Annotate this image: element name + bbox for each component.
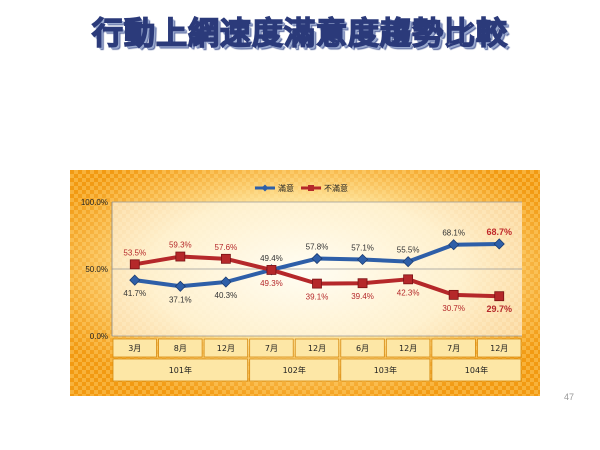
month-label: 12月 xyxy=(308,344,326,353)
data-label: 57.8% xyxy=(306,243,329,252)
data-point xyxy=(311,252,323,265)
data-point xyxy=(174,280,186,292)
data-point xyxy=(402,256,414,268)
data-label: 57.1% xyxy=(351,243,374,252)
y-tick-label: 0.0% xyxy=(90,332,108,341)
data-label: 42.3% xyxy=(397,288,420,297)
data-point xyxy=(129,259,140,270)
data-point xyxy=(448,289,459,300)
data-point xyxy=(493,238,505,250)
data-point xyxy=(403,274,414,285)
legend-label: 不滿意 xyxy=(324,183,348,193)
data-label: 68.7% xyxy=(486,227,512,237)
month-label: 7月 xyxy=(265,344,278,353)
y-tick-label: 50.0% xyxy=(85,265,108,274)
data-label: 29.7% xyxy=(486,304,512,314)
slide-title: 行動上網速度滿意度趨勢比較 xyxy=(91,15,508,52)
month-label: 12月 xyxy=(490,344,508,353)
month-label: 12月 xyxy=(217,344,235,353)
data-label: 39.4% xyxy=(351,292,374,301)
data-point xyxy=(312,278,322,289)
data-label: 40.3% xyxy=(215,291,238,300)
chart-panel: 0.0% 50.0% 100.0% 41.7% 37.1% 40.3% 49.4% 57.8… xyxy=(70,170,540,396)
year-cell xyxy=(431,358,522,382)
month-label: 7月 xyxy=(447,344,460,353)
data-label: 59.3% xyxy=(169,241,192,250)
legend-marker xyxy=(261,184,269,192)
month-cell xyxy=(203,338,249,358)
data-point xyxy=(220,253,231,264)
data-label: 37.1% xyxy=(169,295,192,304)
data-point xyxy=(175,251,186,262)
data-label: 57.6% xyxy=(215,243,238,252)
data-point xyxy=(356,253,369,266)
data-point xyxy=(129,274,141,286)
month-cell xyxy=(158,338,203,358)
data-label: 55.5% xyxy=(397,246,420,255)
year-cell xyxy=(249,358,340,382)
month-cell xyxy=(249,338,294,358)
month-label: 6月 xyxy=(356,344,369,353)
page-number: 47 xyxy=(563,392,574,402)
month-cell xyxy=(294,338,340,358)
data-label: 30.7% xyxy=(442,304,465,313)
month-cell xyxy=(385,338,431,358)
month-cell xyxy=(477,338,522,358)
month-cell xyxy=(112,338,157,358)
data-point xyxy=(494,291,505,302)
data-label: 53.5% xyxy=(123,248,146,257)
data-point xyxy=(220,276,232,288)
year-label: 101年 xyxy=(169,365,192,375)
year-cell xyxy=(340,358,431,382)
data-label: 39.1% xyxy=(306,293,329,302)
year-label: 103年 xyxy=(374,365,397,375)
month-cell xyxy=(340,338,385,358)
data-label: 68.1% xyxy=(442,229,465,238)
y-tick-label: 100.0% xyxy=(81,198,108,207)
month-cell xyxy=(431,338,476,358)
month-label: 3月 xyxy=(128,344,141,353)
year-cell xyxy=(112,358,249,382)
data-point xyxy=(266,265,277,275)
month-label: 8月 xyxy=(174,344,187,353)
month-label: 12月 xyxy=(399,344,417,353)
year-label: 104年 xyxy=(465,365,488,375)
line-chart: 0.0% 50.0% 100.0% 41.7% 37.1% 40.3% 49.4% 57.8… xyxy=(70,170,540,396)
legend-label: 滿意 xyxy=(278,183,294,193)
legend-marker xyxy=(308,185,314,191)
data-label: 49.3% xyxy=(260,279,283,288)
data-label: 41.7% xyxy=(123,289,146,298)
data-label: 49.4% xyxy=(260,254,283,263)
year-label: 102年 xyxy=(283,365,306,375)
data-point xyxy=(448,239,460,251)
data-point xyxy=(357,278,368,289)
